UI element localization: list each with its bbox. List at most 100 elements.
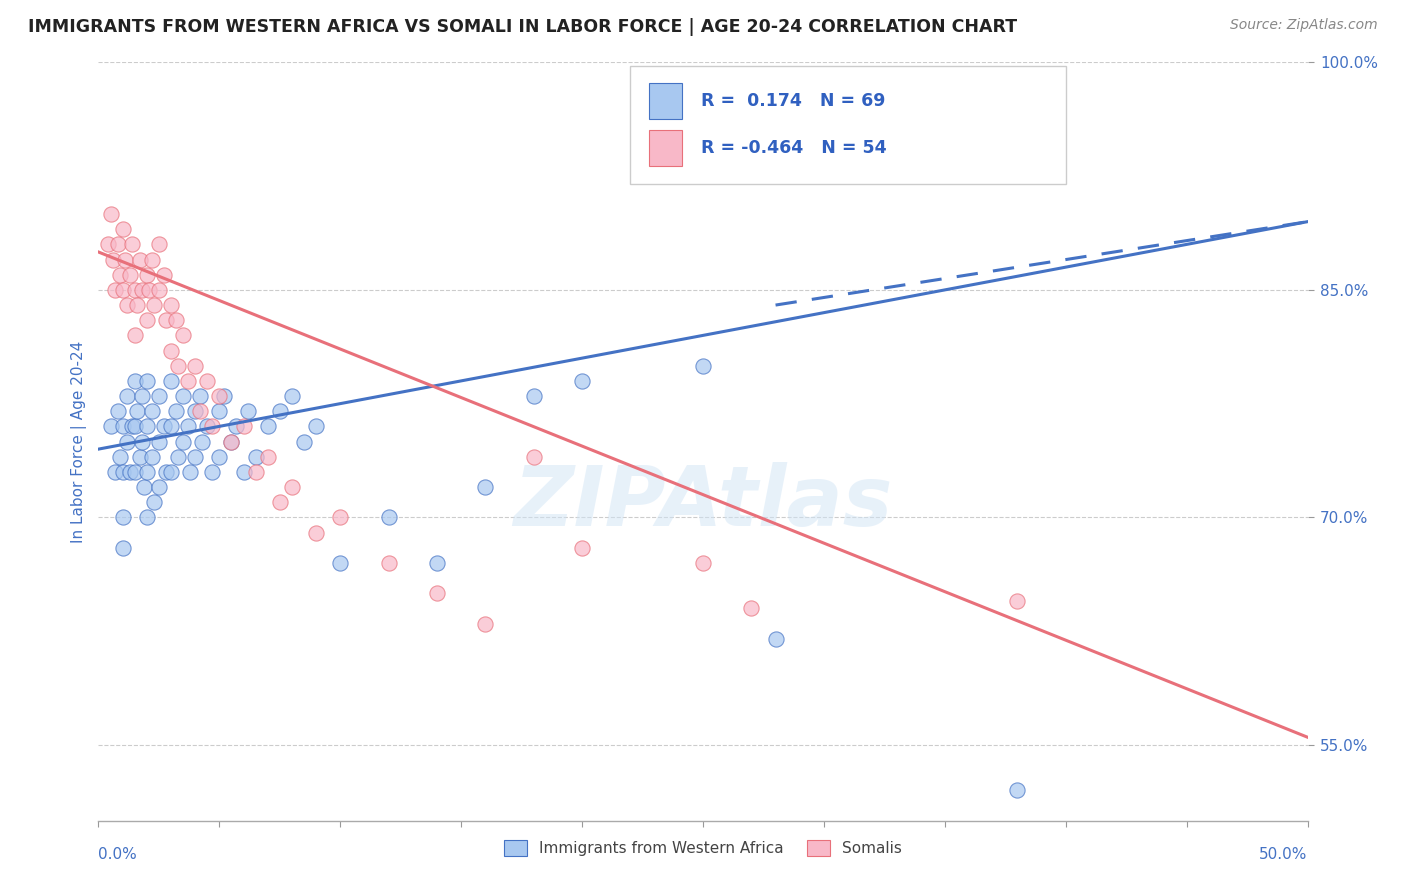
Point [232,465,254,479]
Point [131,389,153,403]
Point [104,283,127,297]
Point [245,450,267,464]
Point [107,404,129,418]
Point [160,419,183,434]
Point [135,510,157,524]
Point [167,359,190,373]
Point [148,480,170,494]
Text: R =  0.174   N = 69: R = 0.174 N = 69 [700,92,884,110]
Point [523,389,546,403]
Point [225,419,247,434]
Point [97,237,120,252]
Legend: Immigrants from Western Africa, Somalis: Immigrants from Western Africa, Somalis [498,834,908,863]
Point [134,480,156,494]
Point [111,541,134,555]
Point [281,480,304,494]
Point [221,434,243,449]
Point [740,601,762,615]
Point [108,450,131,464]
Point [281,389,304,403]
Point [245,465,267,479]
FancyBboxPatch shape [648,83,682,120]
Point [765,632,787,646]
Point [118,465,141,479]
Text: ZIPAtlas: ZIPAtlas [513,462,893,542]
Point [208,450,231,464]
Point [474,480,496,494]
Point [100,207,122,221]
Point [111,222,134,236]
Point [138,283,160,297]
Text: Source: ZipAtlas.com: Source: ZipAtlas.com [1230,18,1378,32]
Point [426,556,449,570]
Point [188,404,211,418]
Point [141,404,163,418]
Point [111,510,134,524]
Point [165,313,187,327]
Point [117,298,139,312]
Point [127,404,149,418]
Point [256,450,278,464]
Point [160,465,183,479]
Point [201,419,224,434]
Point [305,419,328,434]
Point [329,510,352,524]
Point [167,450,190,464]
Point [212,389,235,403]
Point [135,268,157,282]
Point [155,465,177,479]
Point [124,374,146,388]
Point [377,556,399,570]
Point [152,419,174,434]
Point [238,404,260,418]
Point [571,374,593,388]
Point [143,495,166,509]
Point [143,298,166,312]
Point [201,465,224,479]
Point [104,465,127,479]
Point [118,268,141,282]
Point [474,616,496,631]
FancyBboxPatch shape [630,66,1066,184]
Point [426,586,449,600]
Point [160,343,183,358]
Point [148,434,170,449]
Point [160,298,183,312]
Point [184,450,207,464]
Point [232,419,254,434]
Point [188,389,211,403]
Point [108,268,131,282]
Point [124,419,146,434]
Point [195,419,218,434]
Point [114,252,136,267]
Point [692,359,714,373]
Point [135,465,157,479]
Point [117,434,139,449]
Point [292,434,315,449]
Text: 0.0%: 0.0% [98,847,138,863]
Point [184,404,207,418]
Point [165,404,187,418]
Point [1007,783,1029,797]
Point [221,434,243,449]
Point [269,404,291,418]
Point [124,328,146,343]
Point [111,283,134,297]
Point [155,313,177,327]
Point [100,419,122,434]
Point [179,465,201,479]
Text: IMMIGRANTS FROM WESTERN AFRICA VS SOMALI IN LABOR FORCE | AGE 20-24 CORRELATION : IMMIGRANTS FROM WESTERN AFRICA VS SOMALI… [28,18,1018,36]
Point [128,252,150,267]
Point [152,268,174,282]
Point [148,237,170,252]
Point [128,450,150,464]
Point [131,283,153,297]
Point [305,525,328,540]
Point [523,450,546,464]
Point [377,510,399,524]
Point [121,237,143,252]
Point [124,465,146,479]
Point [208,389,231,403]
Y-axis label: In Labor Force | Age 20-24: In Labor Force | Age 20-24 [72,341,87,542]
Point [1007,594,1029,608]
